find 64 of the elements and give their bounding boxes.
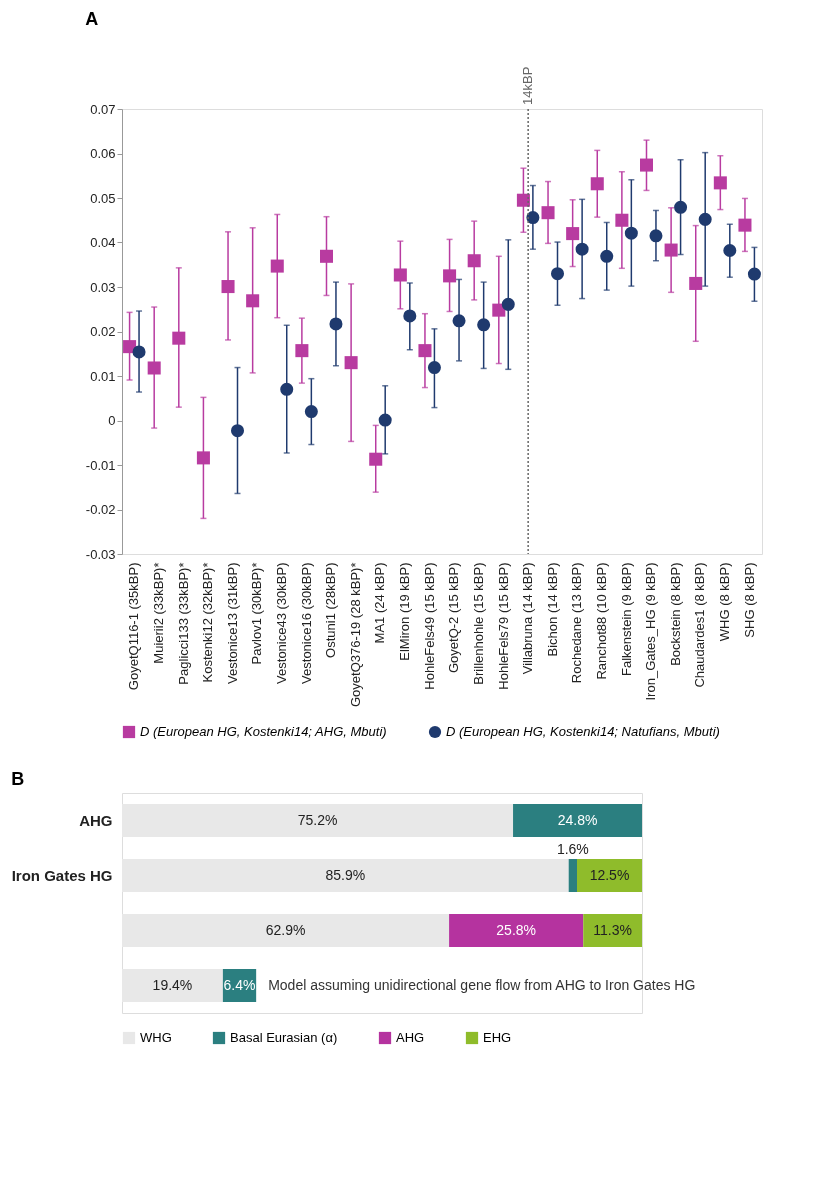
bar (583, 914, 642, 947)
x-tick-label: Ranchot88 (10 kBP) (594, 562, 609, 680)
x-tick-label: GoyetQ116-1 (35kBP) (126, 562, 142, 691)
x-tick-label: Vestonice43 (30kBP) (274, 562, 289, 684)
legend-label: D (European HG, Kostenki14; Natufians, Mbuti) (446, 724, 720, 739)
y-tick-label: Iron Gates HG (11, 866, 113, 884)
chart-title: B (11, 769, 25, 789)
x-tick-label: Brillenhohle (15 kBP) (470, 562, 486, 685)
x-tick-label: Bockstein (8 kBP) (667, 562, 683, 666)
legend-label: WHG (140, 1030, 172, 1045)
x-tick-label: GoyetQ-2 (15 kBP) (446, 562, 462, 674)
data-label: 62.9% (265, 921, 306, 938)
data-label: 19.4% (152, 976, 193, 993)
y-tick-label: 0.02 (90, 324, 116, 339)
x-tick-label: Vestonice16 (30kBP) (298, 562, 314, 684)
legend-label: EHG (483, 1030, 512, 1045)
annotation: Model assuming unidirectional gene flow from AHG to Iron Gates HG (268, 976, 696, 993)
data-label: 24.8% (557, 811, 598, 828)
legend-label: AHG (396, 1030, 425, 1045)
data-label: 75.2% (297, 811, 338, 828)
x-tick-label: Kostenki12 (32kBP)* (200, 562, 216, 683)
x-tick-label: Villabruna (14 kBP) (520, 562, 536, 675)
y-tick-label: AHG (79, 811, 113, 829)
x-tick-label: SHG (8 kBP) (741, 562, 757, 638)
y-tick-label: 0.01 (90, 368, 116, 384)
x-tick-label: Bichon (14 kBP) (544, 562, 560, 657)
x-tick-label: Muierii2 (33kBP)* (150, 562, 166, 664)
legend-label: Basal Eurasian (α) (230, 1030, 338, 1045)
x-tick-label: WHG (8 kBP) (717, 562, 733, 642)
y-tick-label: 0.05 (90, 190, 116, 206)
y-tick-label: -0.02 (85, 502, 116, 517)
x-tick-label: Ostuni1 (28kBP) (323, 562, 339, 658)
data-label: 85.9% (325, 866, 366, 883)
x-tick-label: Vestonice13 (31kBP) (224, 562, 240, 684)
bar (577, 859, 642, 892)
x-tick-label: Paglicci133 (33kBP)* (175, 562, 191, 685)
x-tick-label: ElMiron (19 kBP) (397, 562, 413, 661)
x-tick-label: HohleFels79 (15 kBP) (495, 562, 511, 690)
ref-line-label: 14kBP (520, 66, 536, 105)
x-tick-label: MA1 (24 kBP) (372, 562, 388, 644)
x-tick-label: Iron_Gates_HG (9 kBP) (643, 562, 659, 701)
y-tick-label: 0.06 (90, 146, 116, 161)
x-tick-label: Falkenstein (9 kBP) (618, 562, 634, 676)
bar (513, 804, 642, 837)
data-label: 25.8% (496, 921, 537, 938)
x-tick-label: Pavlov1 (30kBP)* (249, 562, 265, 665)
y-tick-label: 0.04 (90, 235, 116, 250)
data-label: 11.3% (593, 921, 632, 938)
y-tick-label: 0.03 (90, 279, 116, 295)
bar (568, 859, 577, 892)
y-tick-label: -0.03 (85, 546, 116, 562)
y-tick-label: -0.01 (85, 457, 116, 473)
data-label: 12.5% (589, 866, 630, 883)
data-label: 6.4% (223, 976, 256, 993)
data-label: 1.6% (556, 840, 589, 857)
bar (449, 914, 584, 947)
y-tick-label: 0 (108, 413, 116, 428)
legend-label: D (European HG, Kostenki14; AHG, Mbuti) (140, 724, 387, 739)
x-tick-label: Rochedane (13 kBP) (569, 562, 585, 684)
chart-title: A (85, 8, 99, 29)
x-tick-label: Chaudardes1 (8 kBP) (692, 562, 708, 688)
y-tick-label: 0.07 (90, 101, 116, 117)
x-tick-label: GoyetQ376-19 (28 kBP)* (347, 562, 363, 708)
x-tick-label: HohleFels49 (15 kBP) (421, 562, 437, 690)
